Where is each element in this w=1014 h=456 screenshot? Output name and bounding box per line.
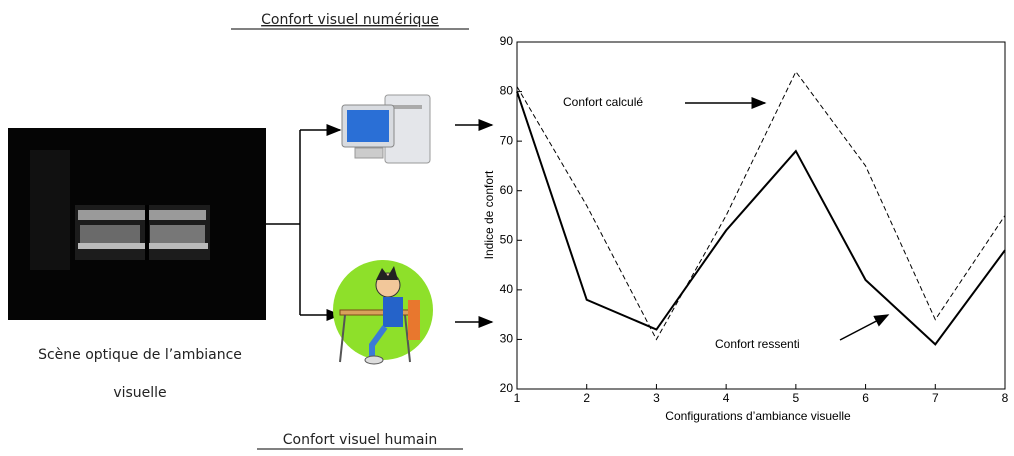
heading-top: Confort visuel numérique: [261, 12, 439, 28]
x-axis-label: Configurations d’ambiance visuelle: [665, 409, 851, 423]
y-tick-label: 30: [500, 332, 514, 346]
x-tick-label: 6: [862, 391, 869, 405]
y-axis-label: Indice de confort: [482, 170, 496, 259]
connector: [266, 119, 494, 328]
heading-bottom: Confort visuel humain: [283, 432, 437, 448]
y-tick-label: 60: [500, 183, 514, 197]
y-tick-label: 80: [500, 84, 514, 98]
scene-caption: Scène optique de l’ambiance: [38, 347, 242, 363]
x-tick-label: 5: [793, 391, 800, 405]
scene-caption: visuelle: [113, 385, 166, 401]
y-tick-label: 40: [500, 282, 514, 296]
student-icon: [333, 260, 433, 365]
computer-icon: [341, 94, 431, 164]
y-tick-label: 20: [500, 381, 514, 395]
x-tick-label: 2: [583, 391, 590, 405]
series-line: [516, 70, 1006, 341]
annotation-arrow: [839, 314, 890, 341]
x-tick-label: 1: [514, 391, 521, 405]
y-tick-label: 50: [500, 232, 514, 246]
x-tick-label: 4: [723, 391, 730, 405]
x-tick-label: 7: [932, 391, 939, 405]
scene-image: [8, 128, 266, 320]
y-tick-label: 90: [500, 34, 514, 48]
series-line: [516, 91, 1006, 346]
y-tick-label: 70: [500, 133, 514, 147]
series-annotation: Confort ressenti: [715, 337, 800, 351]
x-tick-label: 3: [653, 391, 660, 405]
series-annotation: Confort calculé: [563, 95, 643, 109]
x-tick-label: 8: [1002, 391, 1009, 405]
